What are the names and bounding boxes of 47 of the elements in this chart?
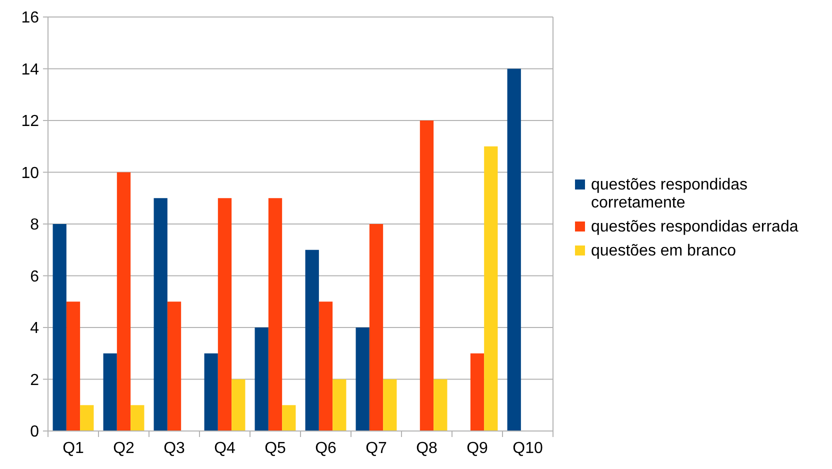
x-tick-label: Q8	[416, 440, 438, 457]
x-tick-label: Q10	[512, 440, 543, 457]
x-tick-label: Q5	[264, 440, 286, 457]
bar	[167, 302, 182, 431]
y-tick-label: 4	[30, 320, 40, 338]
bar	[268, 198, 282, 431]
y-tick-label: 8	[30, 216, 40, 234]
bar	[318, 302, 333, 431]
bar	[282, 405, 296, 431]
legend-label: questões respondidas corretamente	[591, 176, 748, 212]
bar	[470, 353, 484, 431]
bar	[434, 379, 448, 431]
bar	[52, 224, 66, 431]
bar	[154, 198, 168, 431]
y-tick-label: 14	[21, 61, 40, 78]
x-tick-label: Q7	[366, 440, 388, 457]
y-tick-label: 16	[21, 10, 40, 27]
bar	[332, 379, 346, 431]
bar	[383, 379, 397, 431]
legend-label: questões em branco	[591, 242, 736, 260]
bar	[204, 353, 218, 431]
bar	[369, 224, 384, 431]
x-tick-label: Q3	[164, 440, 186, 457]
x-tick-label: Q1	[62, 440, 84, 457]
x-tick-label: Q9	[466, 440, 488, 457]
bar	[356, 328, 370, 431]
y-tick-label: 10	[21, 164, 40, 182]
bar	[507, 68, 521, 431]
bar	[66, 302, 80, 431]
y-tick-label: 6	[30, 268, 40, 286]
bar	[103, 353, 117, 431]
y-tick-label: 12	[21, 113, 40, 130]
bar	[254, 328, 268, 431]
bar	[232, 379, 246, 431]
bar	[420, 120, 434, 431]
x-tick-label: Q6	[315, 440, 337, 457]
bar	[130, 405, 144, 431]
y-tick-label: 2	[30, 372, 40, 389]
bar	[305, 250, 319, 431]
bar	[80, 405, 94, 431]
y-tick-label: 0	[30, 424, 40, 441]
legend-label: questões respondidas errada	[591, 218, 798, 236]
bar	[116, 172, 131, 431]
bar	[218, 198, 232, 431]
x-tick-label: Q2	[113, 440, 135, 457]
x-tick-label: Q4	[214, 440, 236, 457]
bar	[484, 146, 498, 431]
